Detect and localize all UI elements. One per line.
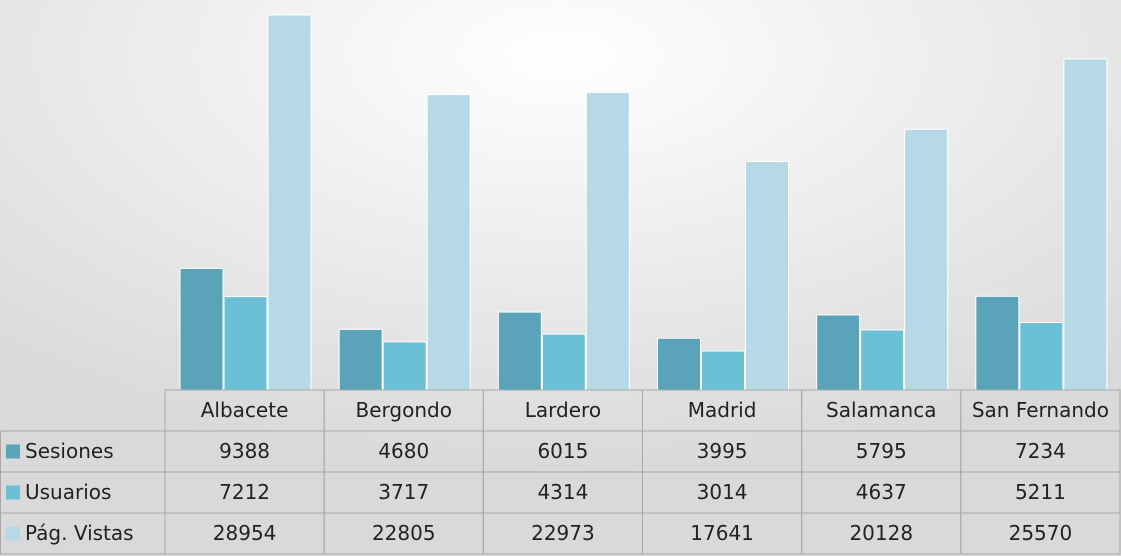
bar bbox=[975, 295, 1020, 391]
x-tick-label: Madrid bbox=[688, 398, 757, 422]
bar bbox=[267, 14, 312, 391]
bar bbox=[426, 94, 471, 391]
table-value: 22805 bbox=[372, 521, 436, 545]
bar bbox=[585, 91, 630, 391]
table-value: 4680 bbox=[378, 439, 429, 463]
legend-label: Sesiones bbox=[25, 439, 114, 463]
bar bbox=[541, 333, 586, 391]
bar bbox=[904, 128, 949, 391]
table-value: 17641 bbox=[690, 521, 754, 545]
table-value: 3995 bbox=[697, 439, 748, 463]
bar bbox=[1063, 58, 1108, 391]
table-value: 5211 bbox=[1015, 480, 1066, 504]
table-value: 7234 bbox=[1015, 439, 1066, 463]
table-value: 5795 bbox=[856, 439, 907, 463]
table-value: 4637 bbox=[856, 480, 907, 504]
bar bbox=[382, 341, 427, 391]
bar bbox=[179, 267, 224, 391]
table-value: 9388 bbox=[219, 439, 270, 463]
x-tick-label: Salamanca bbox=[826, 398, 936, 422]
bar bbox=[338, 328, 383, 391]
bar bbox=[701, 350, 745, 391]
x-tick-label: Albacete bbox=[201, 398, 289, 422]
table-value: 4314 bbox=[537, 480, 588, 504]
table-value: 3014 bbox=[697, 480, 748, 504]
bar bbox=[816, 314, 861, 391]
table-value: 28954 bbox=[213, 521, 277, 545]
table-value: 3717 bbox=[378, 480, 429, 504]
table-value: 22973 bbox=[531, 521, 595, 545]
bar bbox=[1019, 322, 1064, 391]
legend-key bbox=[6, 485, 20, 500]
legend-label: Usuarios bbox=[25, 480, 111, 504]
bar bbox=[497, 311, 542, 391]
legend-label: Pág. Vistas bbox=[25, 521, 134, 545]
x-tick-label: San Fernando bbox=[972, 398, 1109, 422]
bar bbox=[657, 337, 701, 391]
bar bbox=[745, 161, 789, 391]
legend-key bbox=[6, 444, 20, 459]
x-tick-label: Lardero bbox=[525, 398, 601, 422]
bar bbox=[223, 296, 268, 391]
legend-key bbox=[6, 526, 20, 541]
table-value: 20128 bbox=[849, 521, 913, 545]
table-value: 25570 bbox=[1009, 521, 1073, 545]
table-value: 6015 bbox=[537, 439, 588, 463]
table-cell bbox=[960, 512, 1121, 555]
table-value: 7212 bbox=[219, 480, 270, 504]
x-tick-label: Bergondo bbox=[356, 398, 452, 422]
bar bbox=[860, 329, 905, 391]
